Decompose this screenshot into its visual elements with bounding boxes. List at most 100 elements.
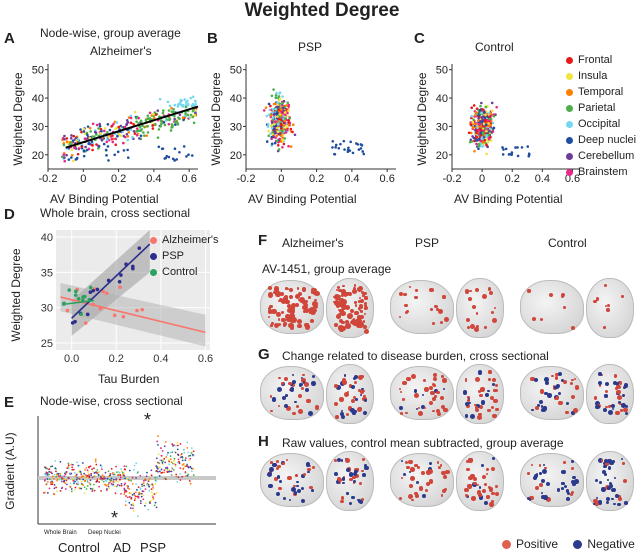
gradient-plot: [37, 416, 216, 525]
data-point: [192, 468, 194, 470]
y-tick-label: 20: [230, 150, 242, 162]
brain-node: [491, 499, 495, 503]
data-point: [132, 129, 136, 133]
brain-node: [429, 308, 433, 312]
data-point: [98, 485, 101, 488]
data-point: [163, 457, 166, 460]
data-point: [70, 156, 73, 159]
y-tick-label: 20: [32, 150, 44, 162]
data-point: [157, 453, 160, 455]
data-point: [282, 115, 286, 118]
data-point: [135, 462, 138, 465]
brain-node: [410, 374, 416, 380]
brain-node: [466, 467, 470, 472]
data-point: [84, 145, 87, 149]
data-point: [181, 464, 184, 466]
data-point: [168, 460, 170, 463]
data-point: [131, 493, 134, 496]
brain-node: [441, 375, 444, 378]
brain-node: [481, 475, 486, 480]
data-point: [155, 491, 158, 494]
brain-node: [616, 384, 621, 390]
legend-item-frontal: Frontal: [566, 52, 636, 68]
data-point: [64, 473, 67, 476]
brain-node: [565, 497, 570, 502]
brain-node: [362, 411, 367, 416]
data-point: [527, 152, 531, 155]
brain-node: [433, 394, 437, 398]
data-point: [269, 132, 272, 135]
data-point: [271, 108, 275, 111]
brain-node: [348, 501, 353, 506]
data-point: [171, 443, 174, 445]
brain-node: [296, 480, 299, 484]
brain-node: [610, 403, 615, 408]
data-point: [271, 116, 275, 120]
data-point: [469, 123, 473, 126]
x-tick-label: 0.4: [153, 353, 168, 365]
brain-axial-view: [326, 278, 374, 338]
brain-node: [542, 406, 548, 411]
legend-item-parietal: Parietal: [566, 100, 636, 116]
brain-node: [343, 392, 349, 398]
panel-b-ylabel: Weighted Degree: [209, 72, 223, 166]
x-tick-label: 0.6: [198, 353, 213, 365]
x-tick-label: 0: [278, 173, 284, 185]
data-point: [170, 470, 173, 473]
data-point: [50, 471, 52, 474]
brain-node: [595, 296, 600, 301]
data-point: [184, 471, 187, 473]
data-point: [77, 483, 79, 486]
brain-node: [444, 469, 450, 475]
data-point: [153, 504, 156, 507]
data-point: [141, 492, 143, 495]
data-point: [147, 508, 150, 511]
brain-node: [570, 325, 576, 330]
brain-node: [470, 413, 476, 419]
data-point: [82, 154, 86, 158]
brain-node: [493, 398, 498, 403]
data-point: [86, 485, 89, 487]
brain-node: [290, 302, 297, 308]
brain-node: [567, 492, 571, 496]
y-tick-label: 50: [32, 65, 44, 77]
data-point: [65, 479, 68, 482]
data-point: [184, 457, 187, 459]
data-point: [108, 482, 110, 484]
legend-dot-icon: [566, 88, 573, 96]
data-point: [82, 484, 84, 486]
data-point: [95, 471, 98, 473]
data-point: [88, 285, 93, 290]
data-point: [516, 154, 520, 158]
data-point: [86, 481, 89, 484]
data-point: [187, 451, 190, 454]
data-point: [469, 121, 473, 124]
data-point: [118, 484, 121, 487]
data-point: [141, 485, 144, 488]
data-point: [94, 131, 98, 134]
data-point: [278, 132, 282, 135]
data-point: [184, 112, 187, 115]
data-point: [115, 478, 118, 480]
data-point: [287, 123, 290, 126]
data-point: [194, 111, 197, 114]
data-point: [93, 467, 95, 470]
data-point: [60, 476, 63, 479]
brain-node: [607, 466, 612, 470]
x-tick-label: 0.6: [380, 173, 395, 185]
brain-node: [476, 490, 482, 495]
brain-node: [490, 467, 495, 472]
data-point: [54, 459, 57, 462]
brain-node: [560, 486, 564, 490]
data-point: [277, 117, 281, 121]
brain-node: [277, 317, 280, 320]
brain-node: [303, 473, 307, 477]
data-point: [107, 135, 110, 139]
x-tick-label: 0.6: [565, 173, 580, 185]
data-point: [72, 159, 75, 163]
data-point: [145, 475, 148, 478]
data-point: [97, 127, 100, 130]
data-point: [331, 146, 334, 149]
data-point: [91, 468, 94, 471]
brain-node: [488, 370, 492, 374]
